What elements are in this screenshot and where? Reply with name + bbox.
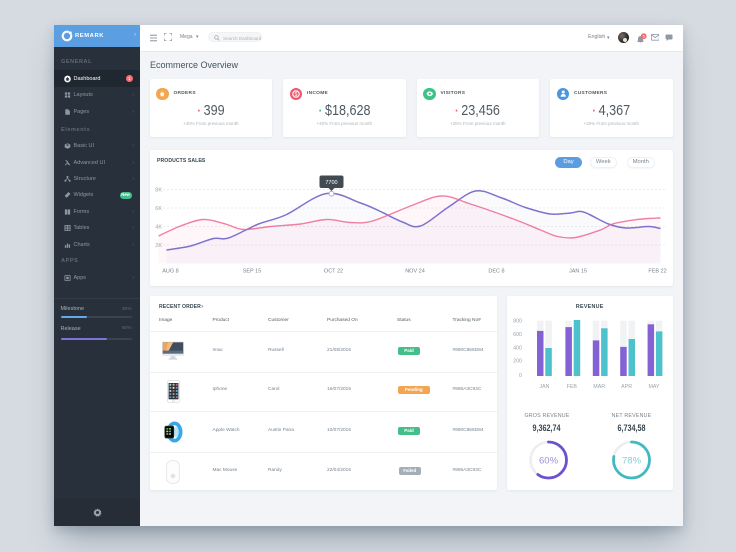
- svg-text:SEP 15: SEP 15: [242, 269, 261, 275]
- svg-text:4K: 4K: [155, 225, 162, 231]
- svg-text:6K: 6K: [155, 206, 162, 212]
- svg-text:2K: 2K: [155, 243, 162, 249]
- svg-text:600: 600: [513, 332, 522, 338]
- svg-text:78%: 78%: [622, 455, 642, 466]
- svg-text:MAR: MAR: [593, 384, 605, 390]
- svg-text:60%: 60%: [539, 455, 559, 466]
- svg-text:FEB 22: FEB 22: [648, 269, 666, 275]
- svg-text:JAN: JAN: [539, 384, 549, 390]
- svg-text:5: 5: [643, 33, 646, 38]
- svg-text:OCT 22: OCT 22: [323, 269, 342, 275]
- svg-text:400: 400: [513, 346, 522, 352]
- svg-text:800: 800: [513, 319, 522, 325]
- svg-text:APR: APR: [621, 384, 632, 390]
- svg-text:7700: 7700: [325, 180, 337, 186]
- svg-text:FEB: FEB: [567, 384, 578, 390]
- svg-text:DEC 8: DEC 8: [488, 269, 504, 275]
- svg-text:8K: 8K: [155, 188, 162, 194]
- svg-text:MAY: MAY: [648, 384, 660, 390]
- svg-text:0: 0: [519, 373, 522, 379]
- svg-text:200: 200: [513, 359, 522, 365]
- svg-text:NOV 24: NOV 24: [405, 269, 425, 275]
- svg-text:$: $: [294, 91, 297, 97]
- svg-text:JAN 15: JAN 15: [568, 269, 586, 275]
- svg-text:AUG 8: AUG 8: [162, 269, 179, 275]
